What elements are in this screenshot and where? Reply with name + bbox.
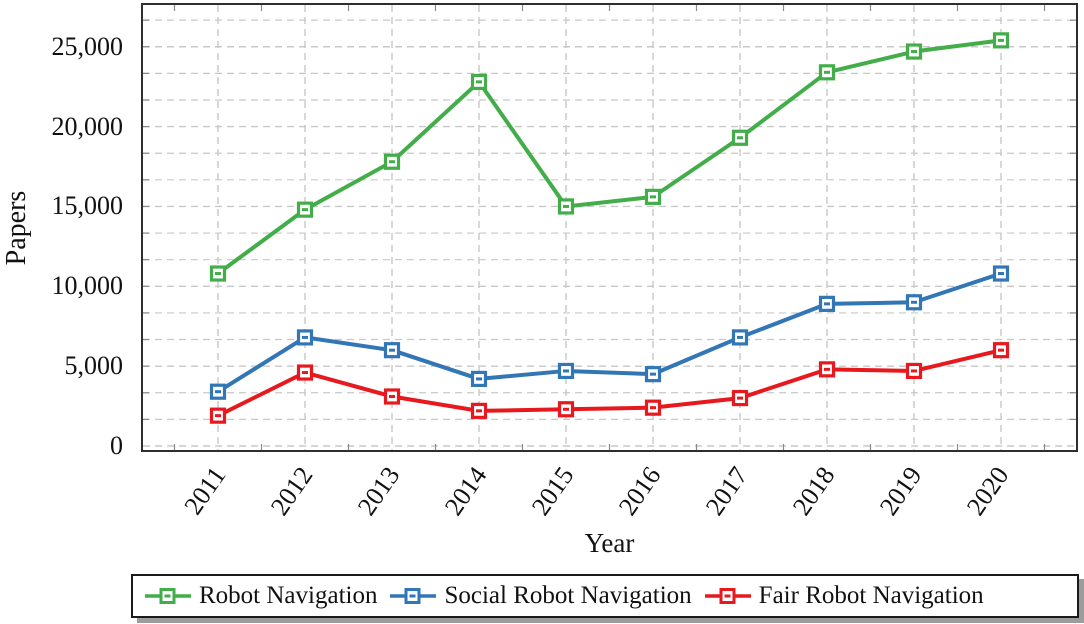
square-marker-center — [824, 70, 830, 74]
square-marker-center — [737, 136, 743, 140]
y-tick-label: 20,000 — [51, 111, 124, 141]
line-square-marker-icon — [704, 588, 751, 604]
square-marker-center — [737, 396, 743, 400]
square-marker-center — [476, 377, 482, 381]
legend-marker-center — [724, 594, 731, 598]
legend-marker-center — [164, 594, 171, 598]
plot-area — [141, 3, 1078, 452]
y-tick-label: 0 — [110, 431, 123, 460]
square-marker-center — [302, 335, 308, 339]
legend: Robot Navigation Social Robot Navigation… — [131, 574, 1079, 618]
square-marker-center — [737, 335, 743, 339]
square-marker-center — [389, 348, 395, 352]
legend-item-social-robot-navigation: Social Robot Navigation — [390, 582, 692, 610]
square-marker-center — [824, 302, 830, 306]
legend-label: Social Robot Navigation — [444, 582, 692, 609]
square-marker-center — [911, 369, 917, 373]
data-line — [216, 348, 1003, 418]
square-marker-center — [389, 160, 395, 164]
square-marker-center — [650, 372, 656, 376]
square-marker-center — [998, 272, 1004, 276]
square-marker-center — [563, 369, 569, 373]
square-marker-center — [911, 50, 917, 54]
legend-item-robot-navigation: Robot Navigation — [145, 582, 377, 610]
square-marker-center — [215, 390, 221, 394]
square-marker-center — [302, 208, 308, 212]
line-chart — [143, 5, 1076, 450]
square-marker-center — [476, 409, 482, 413]
x-axis-title: Year — [584, 528, 635, 558]
square-marker-center — [824, 367, 830, 371]
square-marker-center — [389, 394, 395, 398]
square-marker-center — [302, 371, 308, 375]
y-tick-label: 10,000 — [51, 271, 124, 301]
square-marker-center — [998, 348, 1004, 352]
y-tick-label: 25,000 — [51, 31, 124, 61]
legend-label: Fair Robot Navigation — [758, 582, 984, 609]
square-marker-center — [563, 204, 569, 208]
data-line — [216, 38, 1003, 276]
square-marker-center — [215, 414, 221, 418]
y-tick-label: 15,000 — [51, 191, 124, 221]
data-line — [216, 271, 1003, 394]
square-marker-center — [215, 272, 221, 276]
square-marker-center — [650, 195, 656, 199]
square-marker-center — [476, 80, 482, 84]
square-marker-center — [563, 407, 569, 411]
legend-item-fair-robot-navigation: Fair Robot Navigation — [704, 582, 984, 610]
square-marker-center — [650, 406, 656, 410]
line-square-marker-icon — [145, 588, 191, 604]
y-tick-label: 5,000 — [64, 351, 124, 381]
legend-marker-center — [409, 594, 416, 598]
square-marker-center — [998, 38, 1004, 42]
square-marker-center — [911, 300, 917, 304]
legend-label: Robot Navigation — [199, 582, 378, 609]
line-square-marker-icon — [390, 588, 437, 604]
